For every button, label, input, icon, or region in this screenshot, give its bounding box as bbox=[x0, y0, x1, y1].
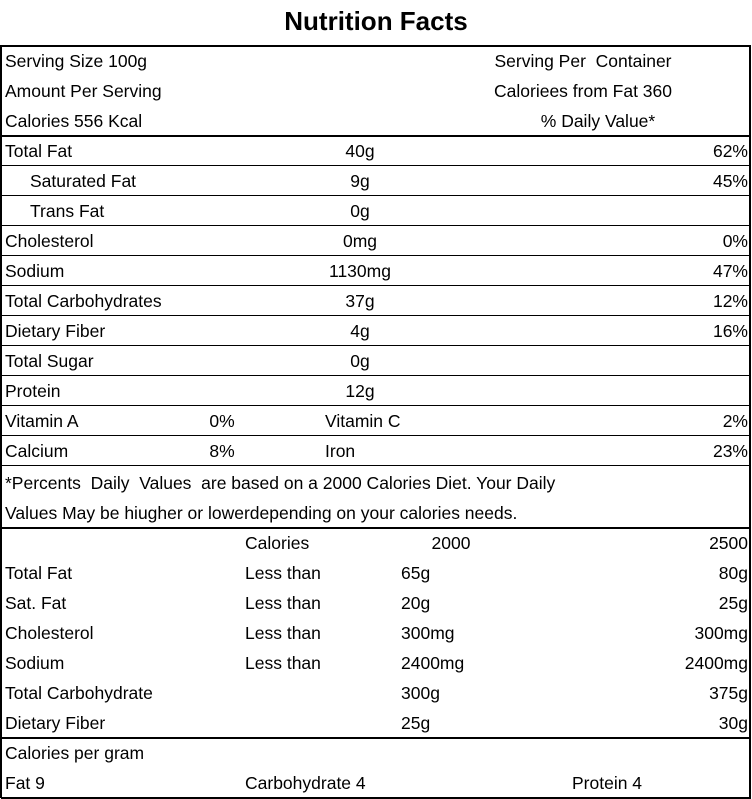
rule bbox=[1, 195, 751, 196]
nutrient-name: Saturated Fat bbox=[30, 171, 137, 191]
table-header: 2500 bbox=[709, 533, 748, 553]
table-name: Total Fat bbox=[5, 563, 73, 583]
cpg-item: Fat 9 bbox=[5, 773, 45, 793]
rule bbox=[1, 225, 751, 226]
nutrient-amount: 0g bbox=[350, 201, 370, 221]
nutrient-daily: 47% bbox=[712, 261, 748, 281]
table-name: Sodium bbox=[5, 653, 65, 673]
table-value: 300mg bbox=[694, 623, 748, 643]
table-value: 80g bbox=[718, 563, 748, 583]
rule bbox=[1, 465, 751, 466]
nutrient-amount: 4g bbox=[350, 321, 370, 341]
rule bbox=[1, 375, 751, 376]
nutrient-name: Cholesterol bbox=[5, 231, 94, 251]
table-value: 25g bbox=[718, 593, 748, 613]
rule bbox=[1, 405, 751, 406]
table-header: Calories bbox=[245, 533, 310, 553]
vitamin-name: Calcium bbox=[5, 441, 69, 461]
rule bbox=[1, 797, 751, 799]
table-qualifier: Less than bbox=[245, 653, 321, 673]
nutrient-name: Total Fat bbox=[5, 141, 73, 161]
nutrient-daily: 12% bbox=[712, 291, 748, 311]
header-value: % Daily Value* bbox=[540, 111, 656, 131]
footnote: *Percents Daily Values are based on a 20… bbox=[5, 473, 556, 493]
table-value: 375g bbox=[709, 683, 748, 703]
nutrient-name: Total Carbohydrates bbox=[5, 291, 162, 311]
nutrient-name: Trans Fat bbox=[30, 201, 105, 221]
rule bbox=[1, 737, 751, 739]
table-name: Cholesterol bbox=[5, 623, 94, 643]
vitamin-name: Iron bbox=[325, 441, 356, 461]
table-qualifier: Less than bbox=[245, 563, 321, 583]
vitamin-name: Vitamin A bbox=[5, 411, 79, 431]
nutrient-amount: 0g bbox=[350, 351, 370, 371]
nutrient-name: Total Sugar bbox=[5, 351, 94, 371]
rule bbox=[1, 285, 751, 286]
rule bbox=[1, 255, 751, 256]
nutrient-daily: 45% bbox=[712, 171, 748, 191]
nutrient-amount: 40g bbox=[345, 141, 375, 161]
vitamin-value: 2% bbox=[722, 411, 748, 431]
border bbox=[0, 45, 2, 798]
vitamin-value: 8% bbox=[209, 441, 235, 461]
rule bbox=[1, 165, 751, 166]
table-name: Sat. Fat bbox=[5, 593, 67, 613]
title: Nutrition Facts bbox=[284, 6, 468, 36]
rule bbox=[1, 527, 751, 529]
nutrient-amount: 9g bbox=[350, 171, 370, 191]
table-value: 300mg bbox=[401, 623, 455, 643]
rule bbox=[1, 135, 751, 137]
nutrient-amount: 0mg bbox=[342, 231, 378, 251]
table-value: 65g bbox=[401, 563, 431, 583]
nutrient-daily: 16% bbox=[712, 321, 748, 341]
table-qualifier: Less than bbox=[245, 593, 321, 613]
table-value: 2400mg bbox=[401, 653, 465, 673]
rule bbox=[1, 45, 751, 47]
header-value: Caloriees from Fat 360 bbox=[494, 81, 672, 101]
table-value: 300g bbox=[401, 683, 440, 703]
header-label: Calories 556 Kcal bbox=[5, 111, 143, 131]
table-value: 25g bbox=[401, 713, 431, 733]
rule bbox=[1, 315, 751, 316]
rule bbox=[1, 345, 751, 346]
vitamin-value: 23% bbox=[712, 441, 748, 461]
table-header: 2000 bbox=[431, 533, 471, 553]
nutrient-name: Sodium bbox=[5, 261, 65, 281]
nutrient-amount: 37g bbox=[345, 291, 375, 311]
table-value: 2400mg bbox=[684, 653, 748, 673]
table-name: Total Carbohydrate bbox=[5, 683, 153, 703]
header-label: Serving Size 100g bbox=[5, 51, 148, 71]
nutrient-amount: 1130mg bbox=[329, 261, 391, 281]
nutrient-daily: 0% bbox=[722, 231, 748, 251]
vitamin-value: 0% bbox=[209, 411, 235, 431]
border bbox=[749, 45, 751, 798]
nutrient-name: Protein bbox=[5, 381, 61, 401]
nutrient-name: Dietary Fiber bbox=[5, 321, 106, 341]
table-qualifier: Less than bbox=[245, 623, 321, 643]
cpg-item: Protein 4 bbox=[572, 773, 643, 793]
cpg-title: Calories per gram bbox=[5, 743, 145, 763]
rule bbox=[1, 435, 751, 436]
vitamin-name: Vitamin C bbox=[325, 411, 401, 431]
table-name: Dietary Fiber bbox=[5, 713, 106, 733]
header-value: Serving Per Container bbox=[494, 51, 672, 71]
table-value: 20g bbox=[401, 593, 431, 613]
nutrient-amount: 12g bbox=[345, 381, 375, 401]
nutrient-daily: 62% bbox=[712, 141, 748, 161]
cpg-item: Carbohydrate 4 bbox=[245, 773, 366, 793]
table-value: 30g bbox=[718, 713, 748, 733]
footnote: Values May be hiugher or lowerdepending … bbox=[5, 503, 518, 523]
header-label: Amount Per Serving bbox=[5, 81, 162, 101]
